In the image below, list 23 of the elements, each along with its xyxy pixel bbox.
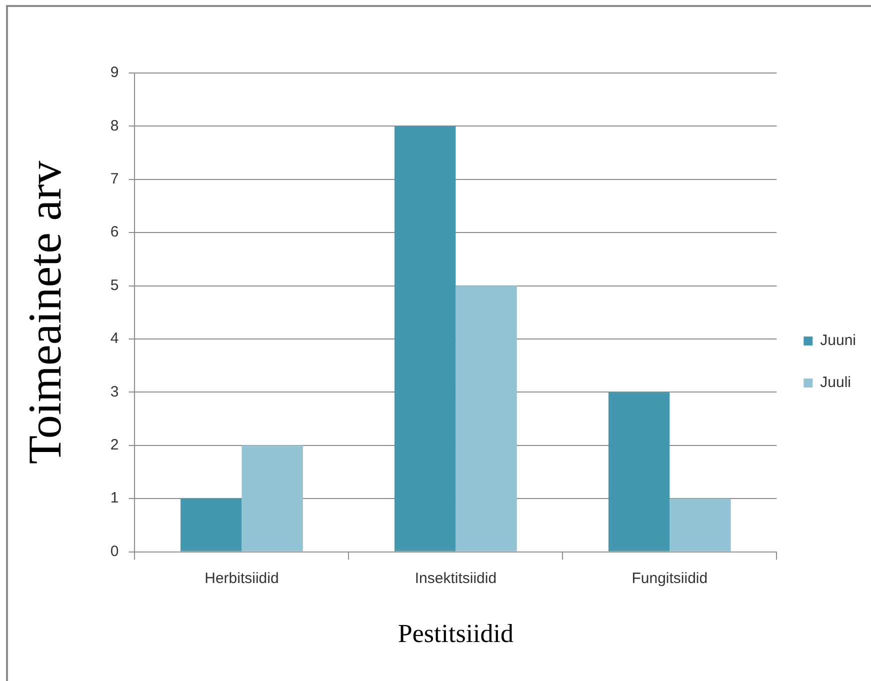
y-tick-label: 6	[110, 224, 119, 241]
y-tick-label: 2	[110, 436, 119, 454]
y-tick-label: 4	[110, 330, 119, 348]
bar	[608, 392, 670, 552]
bar	[670, 498, 731, 552]
y-axis-title: Toimeainete arv	[20, 160, 72, 464]
bar	[180, 498, 242, 552]
x-tick-label: Insektitsiidid	[414, 570, 497, 587]
y-tick-label: 0	[110, 542, 119, 560]
bar	[394, 126, 456, 552]
y-tick-label: 3	[110, 383, 119, 400]
y-tick-label: 8	[110, 117, 119, 134]
bar	[456, 286, 517, 552]
y-tick-label: 1	[110, 490, 119, 507]
x-tick-label: Herbitsiidid	[204, 570, 279, 587]
y-tick-label: 5	[110, 276, 119, 294]
x-axis-title: Pestitsiidid	[398, 619, 514, 648]
bar	[242, 445, 303, 552]
legend-label: Juuli	[820, 374, 851, 392]
y-tick-label: 9	[110, 64, 119, 82]
y-tick-label: 7	[110, 170, 119, 188]
x-tick-label: Fungitsiidid	[632, 570, 708, 587]
legend-label: Juuni	[820, 332, 856, 350]
